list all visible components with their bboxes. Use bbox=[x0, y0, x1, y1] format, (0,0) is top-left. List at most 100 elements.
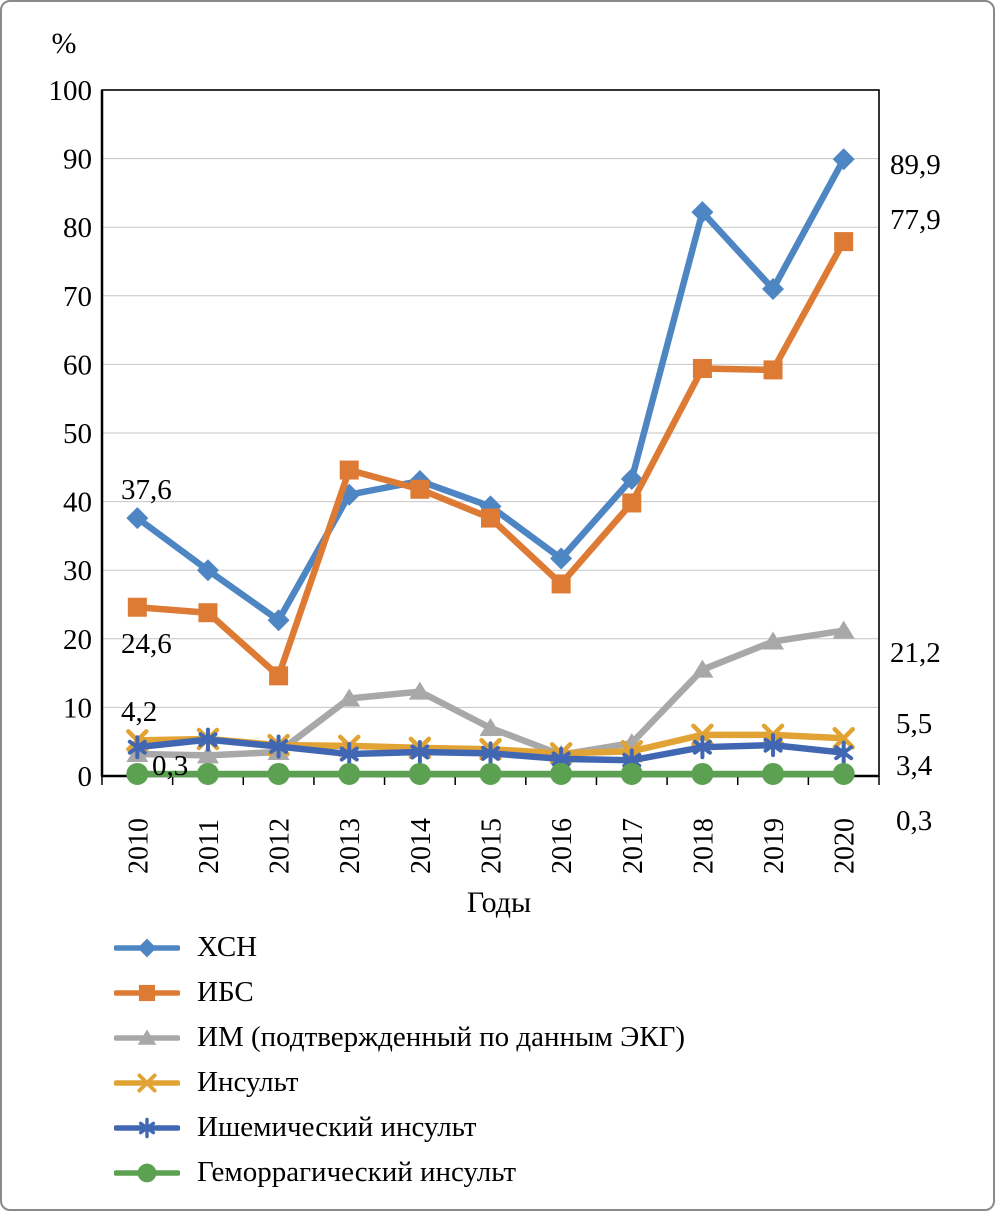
triangle-marker bbox=[832, 620, 855, 639]
circle-marker bbox=[620, 762, 643, 785]
asterisk-marker bbox=[692, 735, 712, 760]
square-marker bbox=[622, 493, 642, 513]
data-label: 37,6 bbox=[121, 474, 172, 506]
x-marker bbox=[137, 1072, 157, 1093]
diamond-marker bbox=[550, 547, 573, 570]
y-tick-label: 50 bbox=[63, 418, 92, 450]
triangle-marker bbox=[196, 745, 219, 764]
legend-circle-key-icon bbox=[114, 1163, 180, 1182]
asterisk-marker bbox=[834, 740, 854, 765]
asterisk-marker bbox=[138, 1117, 156, 1138]
y-tick-label: 80 bbox=[63, 212, 92, 244]
series-0 bbox=[126, 148, 855, 632]
legend-label: ИБС bbox=[197, 976, 254, 1008]
legend-label: ИМ (подтвержденный по данным ЭКГ) bbox=[197, 1021, 686, 1053]
y-tick-label: 70 bbox=[63, 281, 92, 313]
annotations: 37,6 24,6 4,2 0,3 89,9 77,9 21,2 5,5 3,4 0,3 bbox=[121, 149, 941, 837]
series-line bbox=[134, 156, 847, 624]
legend-item-0: ХСН bbox=[114, 925, 993, 970]
data-label: 77,9 bbox=[890, 204, 941, 236]
line-chart: % 0 10 20 30 40 50 60 70 80 90 100 2010 2011 2012 2013… bbox=[49, 27, 941, 919]
square-marker bbox=[127, 597, 147, 617]
square-marker bbox=[763, 360, 783, 380]
y-tick-label: 30 bbox=[63, 555, 92, 587]
y-tick-label: 10 bbox=[63, 692, 92, 724]
y-tick-label: 20 bbox=[63, 624, 92, 656]
y-tick-label: 40 bbox=[63, 487, 92, 519]
x-tick-label: 2017 bbox=[618, 818, 649, 874]
y-axis-title: % bbox=[52, 27, 77, 60]
diamond-marker bbox=[620, 467, 643, 490]
legend-label: Геморрагический инсульт bbox=[197, 1156, 517, 1188]
circle-marker bbox=[338, 762, 361, 785]
square-marker bbox=[692, 359, 712, 379]
circle-marker bbox=[408, 762, 431, 785]
series-line bbox=[134, 238, 847, 680]
legend-label: ХСН bbox=[197, 931, 258, 963]
circle-marker bbox=[267, 762, 290, 785]
series-4 bbox=[127, 727, 854, 773]
legend-item-1: ИБС bbox=[114, 970, 993, 1015]
data-label: 21,2 bbox=[890, 637, 941, 669]
triangle-marker bbox=[762, 631, 785, 650]
triangle-marker bbox=[479, 717, 502, 736]
triangle-marker bbox=[137, 1029, 157, 1045]
data-label: 0,3 bbox=[896, 805, 932, 837]
gridlines bbox=[102, 158, 879, 708]
series-1 bbox=[127, 232, 854, 686]
circle-marker bbox=[691, 762, 714, 785]
legend-triangle-key-icon bbox=[114, 1029, 180, 1045]
x-tick-label: 2020 bbox=[830, 818, 861, 874]
square-marker bbox=[339, 460, 359, 480]
legend-x-key-icon bbox=[114, 1072, 180, 1093]
diamond-marker bbox=[762, 277, 785, 300]
legend-diamond-key-icon bbox=[114, 938, 180, 957]
circle-marker bbox=[137, 1163, 157, 1182]
x-tick-label: 2014 bbox=[406, 818, 437, 874]
circle-marker bbox=[550, 762, 573, 785]
x-axis-labels: 2010 2011 2012 2013 2014 2015 2016 2017 2018 2019… bbox=[123, 818, 860, 874]
square-marker bbox=[198, 603, 218, 623]
data-label: 24,6 bbox=[121, 628, 172, 660]
legend-item-3: Инсульт bbox=[114, 1060, 993, 1105]
square-marker bbox=[410, 479, 430, 499]
x-tick-label: 2013 bbox=[335, 818, 366, 874]
legend-label: Инсульт bbox=[197, 1066, 299, 1098]
data-label: 4,2 bbox=[121, 696, 157, 728]
legend-square-key-icon bbox=[114, 984, 180, 1001]
data-label: 89,9 bbox=[890, 149, 941, 181]
diamond-marker bbox=[196, 559, 219, 582]
legend: ХСН ИБС ИМ (подтвержденный по данным ЭКГ) И… bbox=[114, 925, 993, 1195]
x-tick-label: 2015 bbox=[477, 818, 508, 874]
circle-marker bbox=[196, 762, 219, 785]
circle-marker bbox=[479, 762, 502, 785]
circle-marker bbox=[126, 762, 149, 785]
y-axis-labels: 0 10 20 30 40 50 60 70 80 90 100 bbox=[49, 75, 93, 793]
asterisk-marker bbox=[198, 727, 218, 752]
series-5 bbox=[126, 762, 855, 785]
asterisk-marker bbox=[269, 734, 289, 759]
asterisk-marker bbox=[339, 742, 359, 767]
x-axis-title: Годы bbox=[467, 886, 531, 918]
y-tick-label: 90 bbox=[63, 144, 92, 176]
x-tick-label: 2016 bbox=[547, 818, 578, 874]
asterisk-marker bbox=[763, 733, 783, 758]
triangle-marker bbox=[408, 681, 431, 700]
legend-asterisk-key-icon bbox=[114, 1117, 180, 1138]
x-tick-label: 2019 bbox=[759, 818, 790, 874]
square-marker bbox=[834, 232, 854, 252]
diamond-marker bbox=[691, 201, 714, 224]
asterisk-marker bbox=[481, 741, 500, 766]
circle-marker bbox=[832, 762, 855, 785]
triangle-marker bbox=[691, 659, 714, 678]
square-marker bbox=[269, 666, 289, 686]
data-label: 0,3 bbox=[152, 750, 188, 782]
y-tick-label: 0 bbox=[78, 761, 93, 793]
asterisk-marker bbox=[127, 735, 147, 760]
diamond-marker bbox=[137, 938, 157, 957]
triangle-marker bbox=[338, 688, 361, 707]
x-tick-label: 2012 bbox=[265, 818, 296, 874]
diamond-marker bbox=[126, 507, 149, 530]
x-tick-label: 2018 bbox=[688, 818, 719, 874]
